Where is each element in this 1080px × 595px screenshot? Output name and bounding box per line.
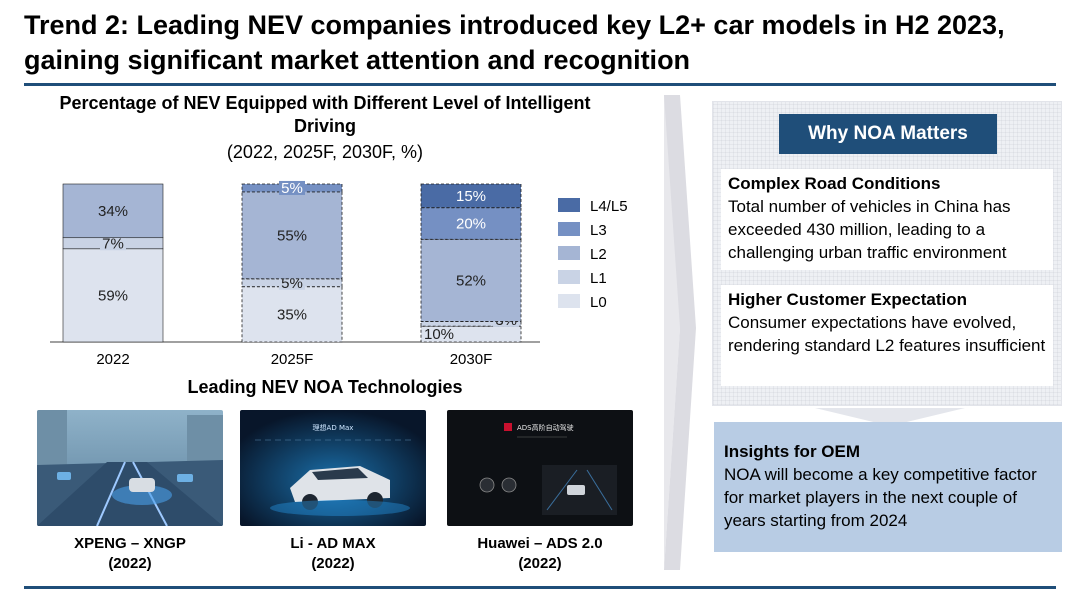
legend-label: L0 (590, 294, 607, 311)
data-label-bg (279, 180, 305, 195)
bar-segment (62, 248, 164, 343)
data-label: 35% (277, 306, 307, 323)
legend-swatch (558, 270, 580, 284)
chart-title: Percentage of NEV Equipped with Differen… (59, 93, 591, 136)
bar-segment (420, 207, 522, 240)
data-label: 7% (102, 235, 124, 252)
x-tick-label: 2030F (450, 351, 493, 368)
huawei-name: Huawei – ADS 2.0 (477, 535, 603, 552)
reason-body: Consumer expectations have evolved, rend… (728, 313, 1046, 355)
huawei-screen-text: ADS高阶自动驾驶 (517, 423, 574, 432)
insights-box: Insights for OEM NOA will become a key c… (714, 422, 1062, 552)
xpeng-name: XPENG – XNGP (74, 535, 186, 552)
li-screen-text: 理想AD Max (313, 423, 354, 432)
tech-card-xpeng: XPENG – XNGP (2022) (37, 410, 223, 572)
insights-title: Insights for OEM (724, 442, 860, 461)
huawei-image: ADS高阶自动驾驶 (447, 410, 633, 526)
chart-subtitle: (2022, 2025F, 2030F, %) (226, 142, 424, 162)
legend-label: L2 (590, 246, 607, 263)
legend-label: L3 (590, 222, 607, 239)
data-label: 10% (424, 326, 454, 343)
data-label: 52% (456, 272, 486, 289)
li-name: Li - AD MAX (290, 535, 376, 552)
insights-body: NOA will become a key competitive factor… (724, 465, 1037, 530)
li-caption: Li - AD MAX (2022) (213, 534, 453, 574)
xpeng-caption: XPENG – XNGP (2022) (10, 534, 250, 574)
tech-card-li: 理想AD Max Li - AD MAX (2022) (240, 410, 426, 572)
data-label: 15% (456, 188, 486, 205)
data-label-bg (100, 236, 126, 251)
down-arrow (815, 408, 965, 426)
legend-label: L1 (590, 270, 607, 287)
bar-segment (241, 191, 343, 280)
tech-card-huawei: ADS高阶自动驾驶 Huawei – ADS 2.0 (2022) (447, 410, 633, 572)
bar-segment (241, 286, 343, 343)
tech-heading: Leading NEV NOA Technologies (187, 377, 463, 397)
bar-segment (420, 183, 522, 209)
reason-customer-expectation: Higher Customer Expectation Consumer exp… (721, 285, 1053, 386)
bar-segment (420, 238, 522, 322)
data-label: 55% (277, 227, 307, 244)
reason-complex-road: Complex Road Conditions Total number of … (721, 169, 1053, 270)
data-label: 34% (98, 203, 128, 220)
legend-swatch (558, 246, 580, 260)
huawei-caption: Huawei – ADS 2.0 (2022) (420, 534, 660, 574)
section-chevron-divider (664, 95, 696, 570)
xpeng-image (37, 410, 223, 526)
reason-title: Complex Road Conditions (728, 174, 941, 193)
huawei-year: (2022) (518, 555, 562, 572)
legend-swatch (558, 222, 580, 236)
stacked-bar-chart: 59%7%34%202235%5%55%5%2025F10%3%52%20%15… (50, 180, 628, 368)
li-year: (2022) (311, 555, 355, 572)
li-image: 理想AD Max (240, 410, 426, 526)
xpeng-year: (2022) (108, 555, 152, 572)
page-headline: Trend 2: Leading NEV companies introduce… (24, 10, 1005, 75)
bar-segment (420, 325, 522, 343)
bottom-rule (24, 586, 1056, 589)
why-noa-title: Why NOA Matters (779, 114, 997, 154)
legend-label: L4/L5 (590, 198, 628, 215)
data-label: 20% (456, 216, 486, 233)
x-tick-label: 2022 (96, 351, 129, 368)
legend-swatch (558, 294, 580, 308)
data-label: 59% (98, 287, 128, 304)
data-label: 5% (281, 180, 303, 197)
reason-title: Higher Customer Expectation (728, 290, 967, 309)
legend-swatch (558, 198, 580, 212)
x-tick-label: 2025F (271, 351, 314, 368)
top-rule (24, 83, 1056, 86)
reason-body: Total number of vehicles in China has ex… (728, 197, 1011, 262)
bar-segment (62, 183, 164, 239)
data-label-bg (279, 275, 305, 290)
